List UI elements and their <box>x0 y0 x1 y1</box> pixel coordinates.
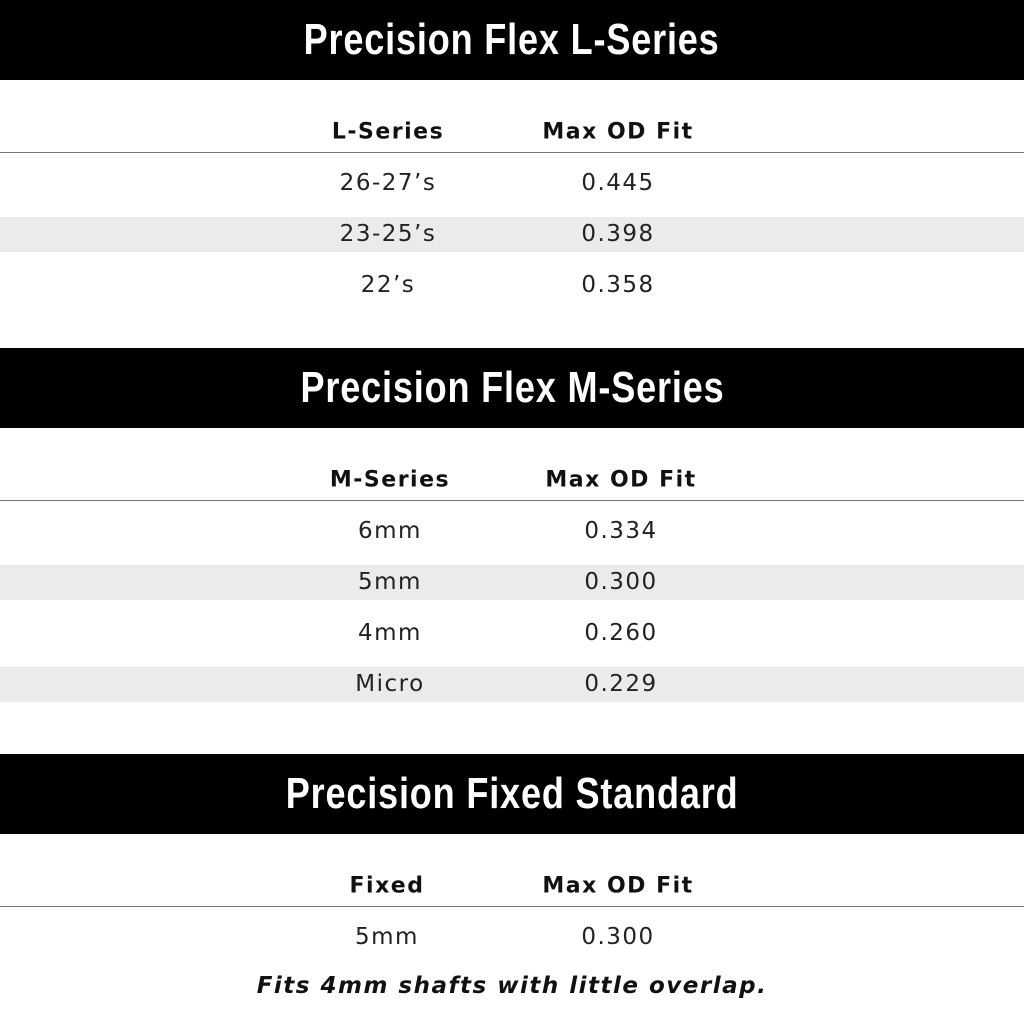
size-cell: 5mm <box>355 924 419 950</box>
size-cell: 5mm <box>358 569 422 595</box>
size-cell: Micro <box>355 671 425 697</box>
header-divider <box>0 906 1024 907</box>
section-banner: Precision Flex M-Series <box>0 348 1024 428</box>
max-od-cell: 0.398 <box>581 221 655 247</box>
table-row-stripe <box>0 217 1024 252</box>
max-od-cell: 0.300 <box>584 569 658 595</box>
size-cell: 4mm <box>358 620 422 646</box>
max-od-cell: 0.229 <box>584 671 658 697</box>
max-od-cell: 0.334 <box>584 518 658 544</box>
table-row-stripe <box>0 565 1024 600</box>
column-header: M-Series <box>329 467 451 493</box>
header-divider <box>0 152 1024 153</box>
size-cell: 6mm <box>358 518 422 544</box>
footnote: Fits 4mm shafts with little overlap. <box>256 973 768 999</box>
column-header: Max OD Fit <box>545 467 697 493</box>
section-title: Precision Fixed Standard <box>285 769 739 818</box>
max-od-cell: 0.300 <box>581 924 655 950</box>
header-divider <box>0 500 1024 501</box>
section-banner: Precision Flex L-Series <box>0 0 1024 80</box>
section-title: Precision Flex L-Series <box>304 15 720 64</box>
max-od-cell: 0.260 <box>584 620 658 646</box>
section-title: Precision Flex M-Series <box>300 363 724 412</box>
size-cell: 22’s <box>360 272 416 298</box>
column-header: L-Series <box>331 119 445 145</box>
table-row-stripe <box>0 667 1024 702</box>
column-header: Max OD Fit <box>542 873 694 899</box>
max-od-cell: 0.358 <box>581 272 655 298</box>
max-od-cell: 0.445 <box>581 170 655 196</box>
column-header: Fixed <box>349 873 425 899</box>
size-cell: 23-25’s <box>339 221 437 247</box>
column-header: Max OD Fit <box>542 119 694 145</box>
size-cell: 26-27’s <box>339 170 437 196</box>
section-banner: Precision Fixed Standard <box>0 754 1024 834</box>
